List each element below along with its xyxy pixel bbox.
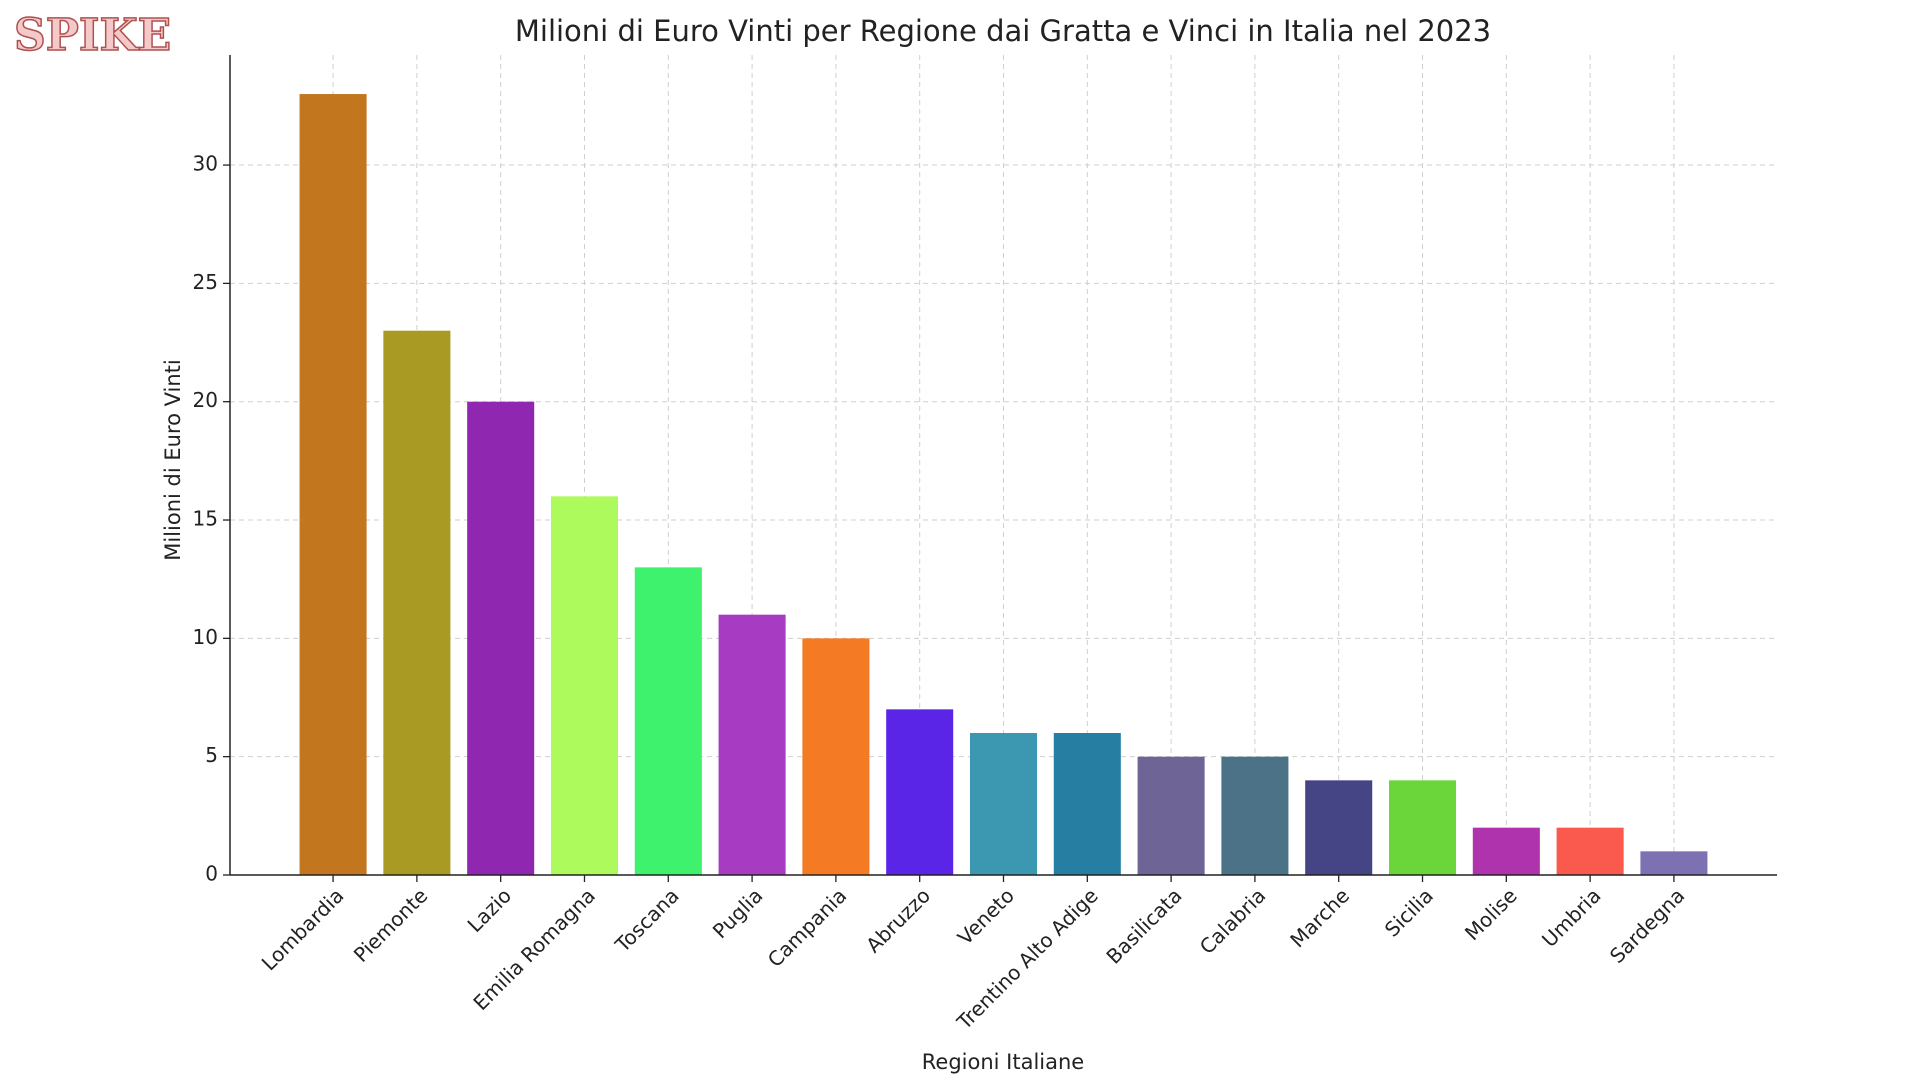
x-tick-label: Umbria [1537, 883, 1605, 951]
bar [1137, 756, 1205, 875]
bar [383, 330, 451, 876]
x-tick-label: Piemonte [349, 883, 432, 966]
bar [634, 567, 702, 875]
bar [802, 638, 870, 875]
x-tick-label: Abruzzo [861, 883, 935, 957]
y-tick-label: 10 [193, 625, 218, 649]
bar [969, 733, 1038, 875]
bar [718, 614, 786, 875]
x-tick-label: Sicilia [1380, 883, 1438, 941]
x-tick-label: Lombardia [257, 883, 349, 975]
x-tick-label: Basilicata [1101, 883, 1186, 968]
x-tick-label: Lazio [463, 883, 517, 937]
y-tick-label: 25 [193, 270, 218, 294]
watermark: SPIKE [14, 10, 171, 61]
y-tick-label: 5 [205, 743, 218, 767]
y-tick-label: 30 [193, 152, 218, 176]
bar [299, 94, 367, 876]
x-tick-label: Marche [1285, 883, 1354, 952]
bar [1640, 851, 1708, 875]
x-tick-label: Veneto [953, 883, 1019, 949]
x-tick-label: Puglia [708, 883, 768, 943]
y-tick-label: 0 [205, 862, 218, 886]
x-tick-label: Calabria [1195, 883, 1270, 958]
chart-title: Milioni di Euro Vinti per Regione dai Gr… [515, 14, 1491, 48]
y-tick-label: 20 [193, 388, 218, 412]
y-tick-label: 15 [193, 507, 218, 531]
bar [1472, 827, 1540, 875]
bar [1053, 733, 1121, 875]
x-tick-label: Toscana [610, 883, 684, 957]
x-axis-title: Regioni Italiane [922, 1050, 1084, 1074]
bar [1305, 780, 1373, 875]
x-tick-label: Sardegna [1605, 883, 1689, 967]
y-axis-title: Milioni di Euro Vinti [161, 359, 185, 561]
bar [1388, 780, 1457, 875]
bar [467, 401, 535, 875]
x-tick-label: Molise [1460, 883, 1522, 945]
x-tick-label: Trentino Alto Adige [951, 883, 1102, 1034]
bar [1221, 756, 1289, 875]
bar [1556, 827, 1624, 875]
bar [886, 709, 954, 875]
bar [550, 496, 619, 875]
x-tick-label: Campania [763, 883, 851, 971]
